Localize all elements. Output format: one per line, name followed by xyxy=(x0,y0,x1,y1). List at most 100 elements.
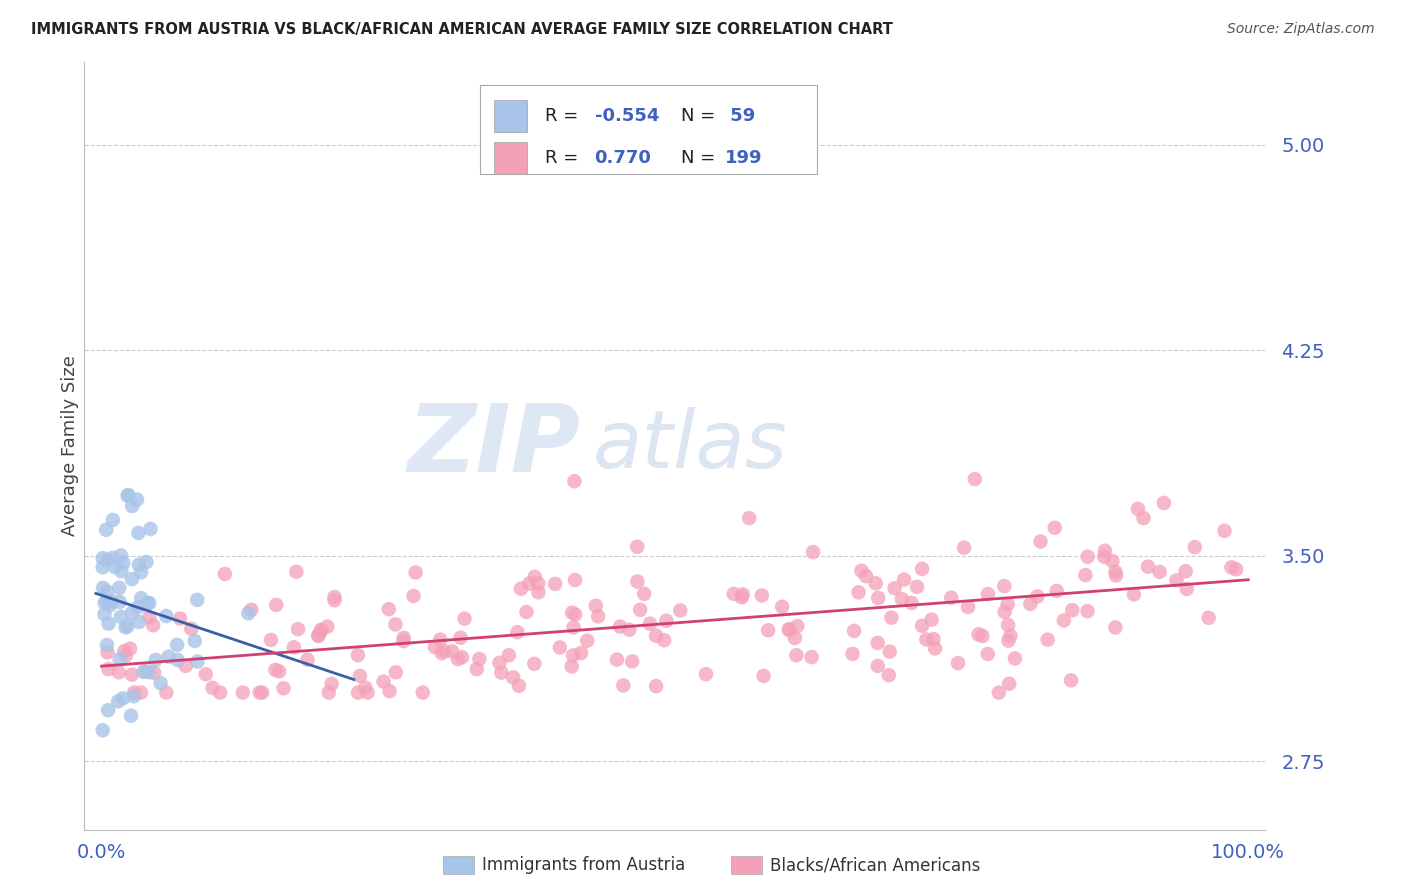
Point xyxy=(569,646,592,660)
Point xyxy=(453,612,475,626)
Point xyxy=(138,610,160,624)
Point xyxy=(498,648,520,663)
Point xyxy=(135,555,157,569)
Point xyxy=(114,620,136,634)
Point xyxy=(378,684,401,698)
Point xyxy=(139,522,162,536)
Point xyxy=(1225,562,1247,576)
Point xyxy=(731,587,754,601)
Point xyxy=(384,617,406,632)
Point xyxy=(128,558,150,572)
Point xyxy=(508,679,530,693)
Point xyxy=(120,708,142,723)
Point xyxy=(356,685,378,699)
Point xyxy=(561,659,583,673)
Point xyxy=(633,587,655,601)
Point xyxy=(91,560,114,574)
Point xyxy=(865,576,887,591)
Point xyxy=(430,646,453,660)
Point xyxy=(510,582,533,596)
Point xyxy=(354,681,377,695)
Point xyxy=(1174,564,1197,578)
Point xyxy=(392,631,415,645)
Point xyxy=(441,644,464,658)
Point xyxy=(1132,511,1154,525)
Point xyxy=(731,591,754,605)
Point xyxy=(911,562,934,576)
Point xyxy=(841,647,863,661)
Text: ZIP: ZIP xyxy=(408,400,581,492)
Point xyxy=(115,648,138,663)
Point xyxy=(1105,568,1128,582)
Text: 59: 59 xyxy=(724,107,756,126)
Point xyxy=(491,665,513,680)
Point xyxy=(186,592,208,607)
Point xyxy=(994,605,1017,619)
Point xyxy=(117,488,139,502)
Point xyxy=(905,580,928,594)
Point xyxy=(108,652,131,666)
Point xyxy=(756,624,779,638)
Point xyxy=(238,607,260,621)
Point xyxy=(1026,590,1049,604)
Point xyxy=(240,603,263,617)
Point xyxy=(801,545,824,559)
Point xyxy=(972,629,994,643)
Point xyxy=(269,665,291,679)
Point xyxy=(412,685,434,699)
Point xyxy=(1213,524,1236,538)
Point xyxy=(977,647,1000,661)
Point xyxy=(880,610,903,624)
Point xyxy=(1076,604,1098,618)
Point xyxy=(321,677,343,691)
Point xyxy=(585,599,607,613)
Point xyxy=(645,629,668,643)
Point xyxy=(866,659,889,673)
Point xyxy=(97,703,120,717)
Point xyxy=(91,581,114,595)
Point xyxy=(186,655,208,669)
Point xyxy=(129,591,152,606)
Point xyxy=(138,596,160,610)
Point xyxy=(576,633,599,648)
Point xyxy=(1036,632,1059,647)
Point xyxy=(392,634,415,648)
Point xyxy=(100,594,122,608)
Point xyxy=(209,685,232,699)
Text: Blacks/African Americans: Blacks/African Americans xyxy=(770,856,981,874)
Point xyxy=(155,685,177,699)
Point xyxy=(285,565,308,579)
Text: IMMIGRANTS FROM AUSTRIA VS BLACK/AFRICAN AMERICAN AVERAGE FAMILY SIZE CORRELATIO: IMMIGRANTS FROM AUSTRIA VS BLACK/AFRICAN… xyxy=(31,22,893,37)
Point xyxy=(1077,549,1099,564)
Text: Source: ZipAtlas.com: Source: ZipAtlas.com xyxy=(1227,22,1375,37)
Point xyxy=(645,679,668,693)
Point xyxy=(655,614,678,628)
Point xyxy=(96,594,118,608)
Point xyxy=(101,550,124,565)
Point xyxy=(110,549,132,563)
Point xyxy=(149,676,172,690)
Point xyxy=(309,624,332,638)
Point xyxy=(429,632,451,647)
Point xyxy=(1220,560,1243,574)
Point xyxy=(638,616,661,631)
Point xyxy=(96,645,118,659)
Text: R =: R = xyxy=(546,107,583,126)
Text: -0.554: -0.554 xyxy=(595,107,659,126)
Point xyxy=(1136,559,1159,574)
Point xyxy=(97,616,120,631)
Point xyxy=(127,600,149,615)
Point xyxy=(311,623,333,637)
Point xyxy=(125,492,148,507)
Point xyxy=(157,649,180,664)
Point xyxy=(287,622,309,636)
Point xyxy=(800,650,823,665)
Point xyxy=(96,523,118,537)
Point xyxy=(544,577,567,591)
Point xyxy=(93,607,115,622)
Point xyxy=(136,596,159,610)
Point xyxy=(283,640,305,655)
Point xyxy=(695,667,717,681)
Point xyxy=(1184,540,1206,554)
Point xyxy=(108,581,131,595)
